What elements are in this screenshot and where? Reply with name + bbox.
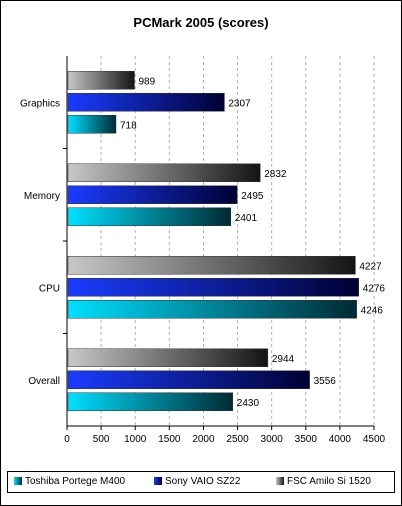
category-label-graphics: Graphics — [20, 98, 60, 109]
bar-cpu-series-1 — [67, 278, 359, 297]
data-label-overall-series-0: 2944 — [272, 354, 295, 365]
x-tick-label-500: 500 — [93, 434, 110, 445]
legend-item-fsc: FSC Amilo Si 1520 — [276, 476, 371, 487]
data-label-overall-series-1: 3556 — [314, 376, 337, 387]
legend: Toshiba Portege M400 Sony VAIO SZ22 FSC … — [7, 471, 395, 493]
legend-label-toshiba: Toshiba Portege M400 — [25, 476, 126, 487]
x-tick-label-1000: 1000 — [124, 434, 147, 445]
bar-overall-series-1 — [67, 370, 310, 389]
x-tick-label-1500: 1500 — [158, 434, 181, 445]
data-label-graphics-series-2: 718 — [120, 120, 137, 131]
legend-item-toshiba: Toshiba Portege M400 — [14, 476, 125, 487]
data-label-cpu-series-1: 4276 — [363, 283, 386, 294]
bar-cpu-series-0 — [67, 256, 356, 275]
data-label-memory-series-0: 2832 — [264, 169, 287, 180]
data-label-graphics-series-1: 2307 — [228, 98, 251, 109]
x-tick-label-4000: 4000 — [329, 434, 352, 445]
x-tick-label-2000: 2000 — [192, 434, 215, 445]
legend-swatch-toshiba — [14, 477, 22, 485]
x-tick-label-3000: 3000 — [261, 434, 284, 445]
category-label-memory: Memory — [24, 191, 60, 202]
chart-title: PCMark 2005 (scores) — [133, 15, 269, 30]
data-label-cpu-series-2: 4246 — [361, 305, 384, 316]
category-label-overall: Overall — [28, 376, 60, 387]
x-tick-label-4500: 4500 — [363, 434, 386, 445]
data-label-cpu-series-0: 4227 — [359, 261, 382, 272]
legend-label-sony: Sony VAIO SZ22 — [165, 476, 241, 487]
category-label-cpu: CPU — [39, 283, 60, 294]
bar-memory-series-0 — [67, 163, 261, 182]
bar-graphics-series-1 — [67, 93, 225, 112]
bar-memory-series-2 — [67, 207, 232, 226]
x-tick-label-3500: 3500 — [295, 434, 318, 445]
legend-label-fsc: FSC Amilo Si 1520 — [287, 476, 371, 487]
data-label-graphics-series-0: 989 — [138, 76, 155, 87]
bar-memory-series-1 — [67, 185, 238, 204]
bar-overall-series-2 — [67, 392, 234, 411]
legend-swatch-sony — [154, 477, 162, 485]
bar-graphics-series-0 — [67, 71, 135, 90]
data-label-memory-series-2: 2401 — [235, 213, 258, 224]
data-label-memory-series-1: 2495 — [241, 191, 264, 202]
data-label-overall-series-2: 2430 — [237, 398, 260, 409]
bar-cpu-series-2 — [67, 300, 357, 319]
plot-area: 0 500 1000 1500 2000 2500 3000 3500 4000 4500 Grap… — [20, 56, 386, 445]
legend-swatch-fsc — [276, 477, 284, 485]
x-tick-label-2500: 2500 — [226, 434, 249, 445]
bar-graphics-series-2 — [67, 115, 117, 134]
legend-item-sony: Sony VAIO SZ22 — [154, 476, 240, 487]
bar-overall-series-0 — [67, 348, 269, 367]
x-tick-label-0: 0 — [64, 434, 70, 445]
